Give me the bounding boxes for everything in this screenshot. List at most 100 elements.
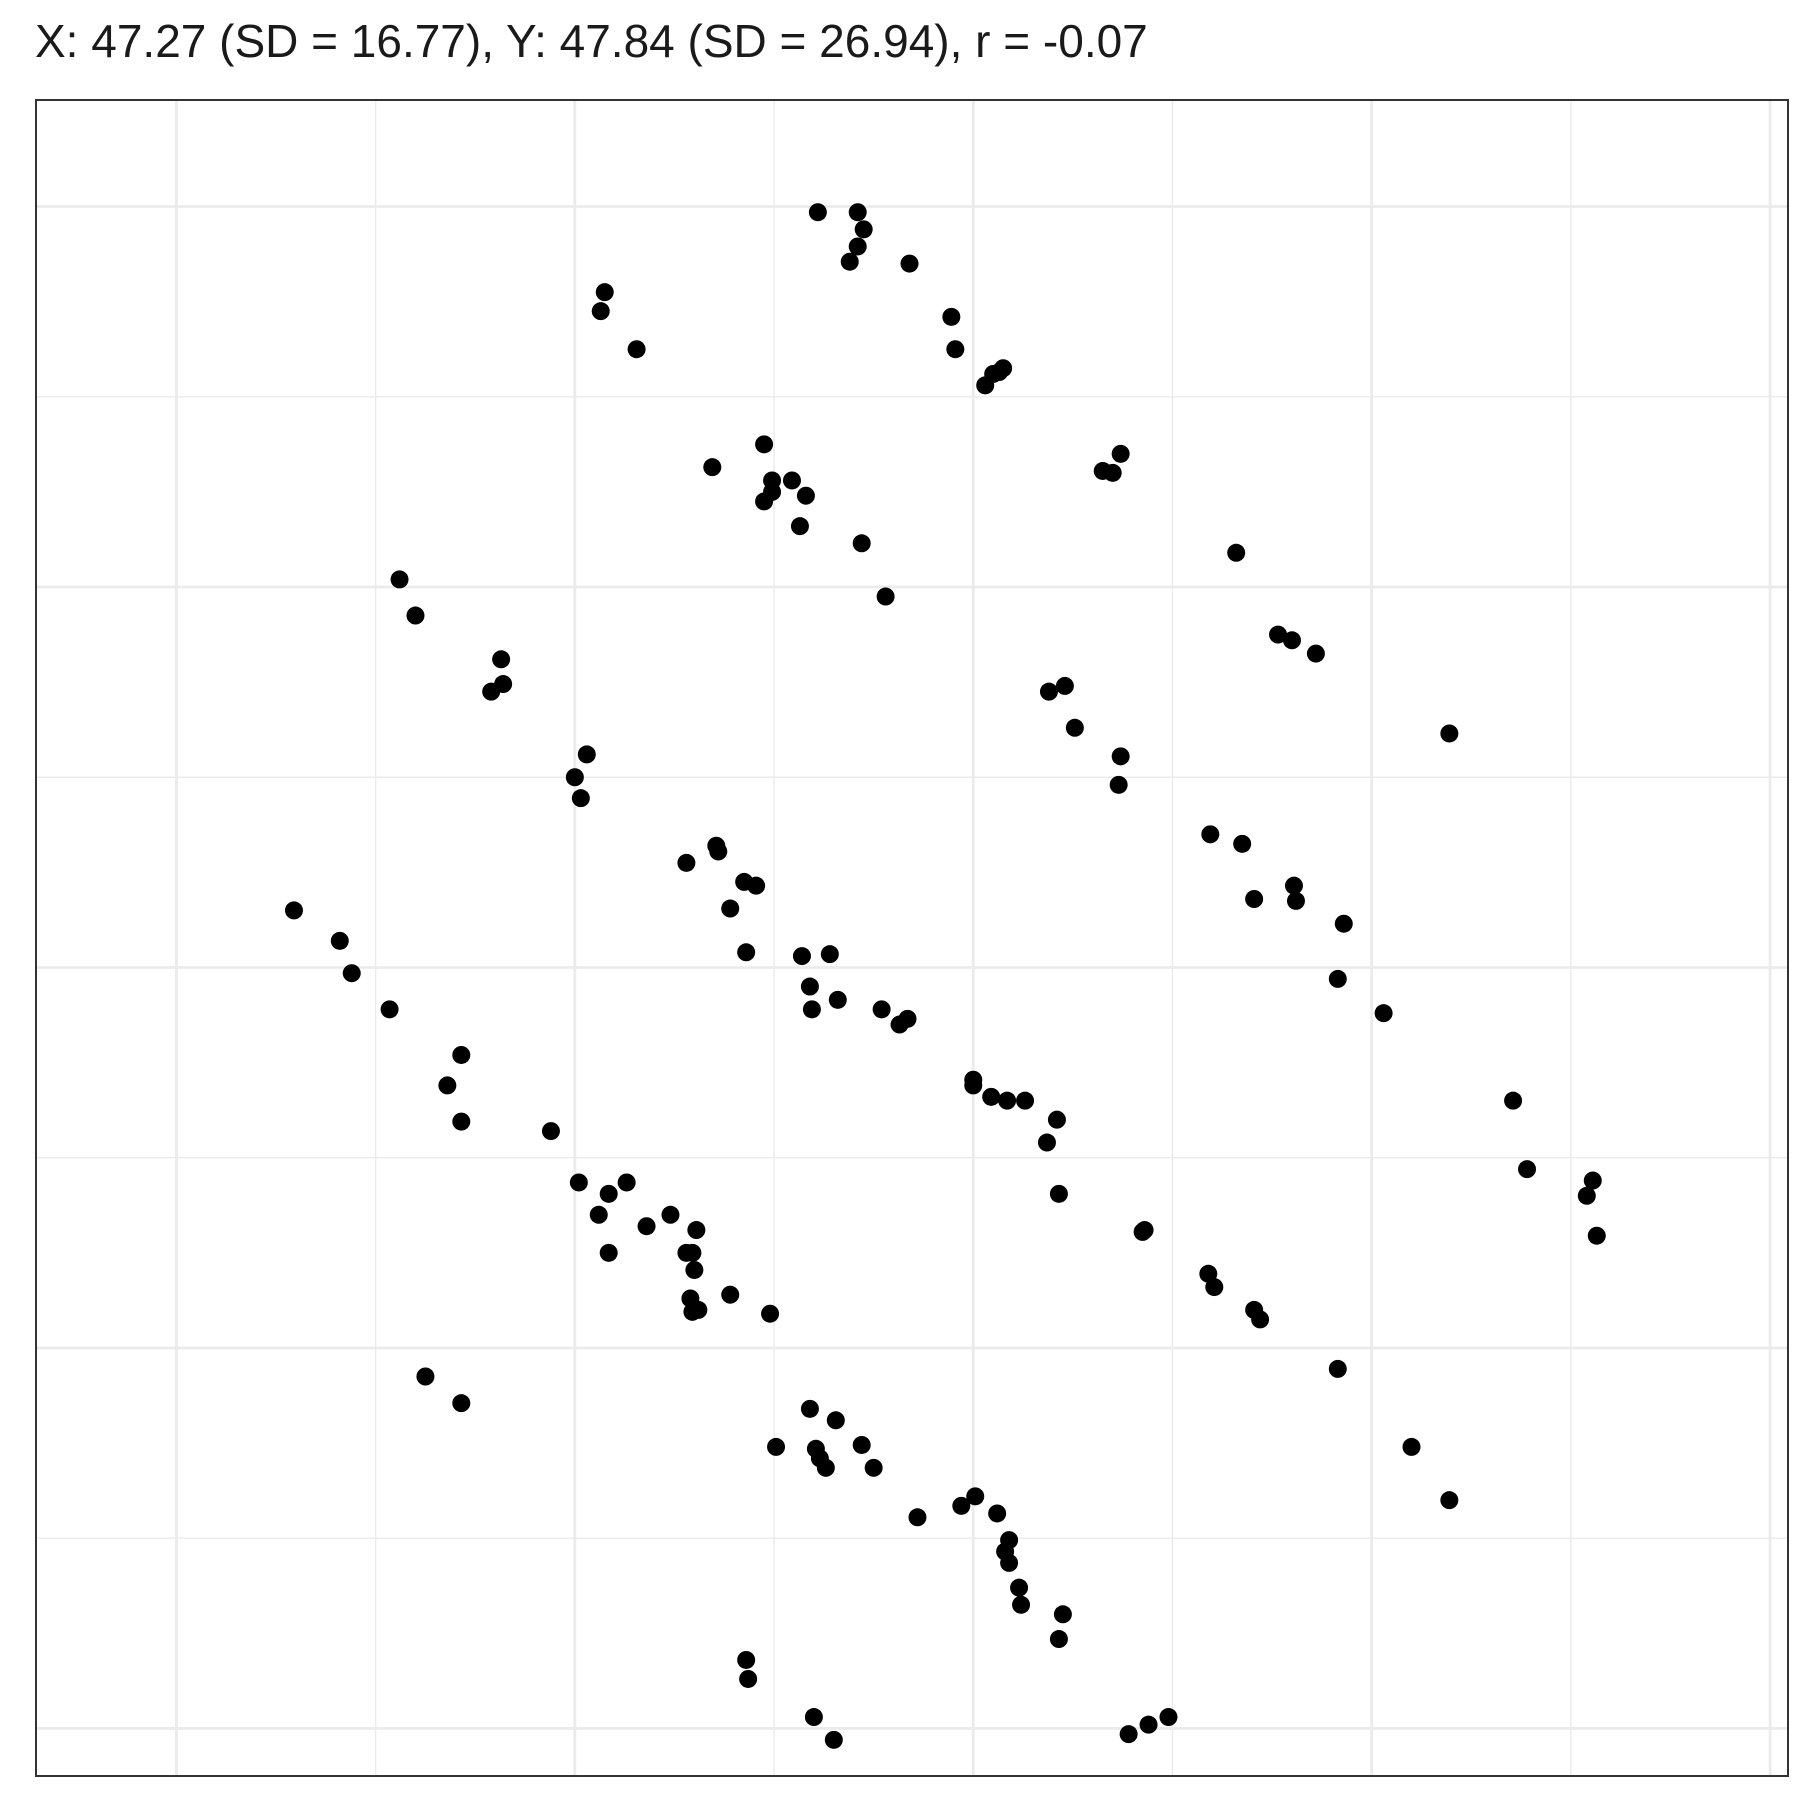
data-point (571, 789, 590, 808)
data-point (627, 340, 646, 359)
data-point (452, 1045, 471, 1064)
data-point (284, 901, 303, 920)
data-point (599, 1184, 618, 1203)
data-point (721, 1285, 740, 1304)
data-point (1111, 747, 1130, 766)
data-point (677, 853, 696, 872)
data-point (852, 1435, 871, 1454)
data-point (1139, 1715, 1158, 1734)
data-point (1016, 1091, 1035, 1110)
data-point (826, 1411, 845, 1430)
data-point (452, 1394, 471, 1413)
data-point (828, 990, 847, 1009)
data-point (1000, 1553, 1019, 1572)
data-point (952, 1496, 971, 1515)
chart-title: X: 47.27 (SD = 16.77), Y: 47.84 (SD = 26… (35, 15, 1148, 67)
data-point (591, 302, 610, 321)
data-point (1504, 1091, 1523, 1110)
data-point (966, 1487, 985, 1506)
data-point (1037, 1133, 1056, 1152)
data-point (1039, 682, 1058, 701)
data-point (964, 1076, 983, 1095)
data-point (852, 534, 871, 553)
data-point (1103, 463, 1122, 482)
data-point (1269, 625, 1288, 644)
data-point (589, 1205, 608, 1224)
data-point (683, 1302, 702, 1321)
data-point (824, 1730, 843, 1749)
data-point (1049, 1630, 1068, 1649)
data-point (1440, 1491, 1459, 1510)
data-point (1227, 543, 1246, 562)
data-point (482, 682, 501, 701)
plot-panel (36, 100, 1788, 1776)
data-point (1286, 891, 1305, 910)
data-point (661, 1205, 680, 1224)
data-point (1111, 444, 1130, 463)
data-point (599, 1243, 618, 1262)
data-point (438, 1076, 457, 1095)
data-point (876, 587, 895, 606)
data-point (541, 1122, 560, 1141)
data-point (755, 492, 774, 511)
data-point (416, 1367, 435, 1386)
data-point (864, 1458, 883, 1477)
data-point (804, 1708, 823, 1727)
data-point (1010, 1578, 1029, 1597)
data-point (1233, 834, 1252, 853)
data-point (747, 876, 766, 895)
data-point (685, 1260, 704, 1279)
data-point (872, 1000, 891, 1019)
data-point (1047, 1110, 1066, 1129)
data-point (1119, 1725, 1138, 1744)
data-point (739, 1669, 758, 1688)
data-point (998, 1091, 1017, 1110)
data-point (1205, 1278, 1224, 1297)
data-point (565, 768, 584, 787)
data-point (703, 458, 722, 477)
data-point (1334, 914, 1353, 933)
data-point (1049, 1184, 1068, 1203)
data-point (976, 376, 995, 395)
data-point (1012, 1595, 1031, 1614)
data-point (1440, 724, 1459, 743)
data-point (1245, 890, 1264, 909)
data-point (1306, 644, 1325, 663)
data-point (848, 237, 867, 256)
data-point (1159, 1708, 1178, 1727)
plot-border (35, 99, 1789, 1777)
data-point (800, 977, 819, 996)
data-point (808, 203, 827, 222)
data-point (1583, 1171, 1602, 1190)
data-point (709, 842, 728, 861)
data-point (761, 1304, 780, 1323)
data-point (390, 570, 409, 589)
data-point (816, 1458, 835, 1477)
data-point (1201, 825, 1220, 844)
data-point (900, 254, 919, 273)
data-point (840, 252, 859, 271)
data-point (721, 899, 740, 918)
data-point (982, 1087, 1001, 1106)
data-point (452, 1112, 471, 1131)
data-point (406, 606, 425, 625)
data-point (802, 1000, 821, 1019)
data-point (990, 363, 1009, 382)
data-point (1251, 1310, 1270, 1329)
data-point (1282, 631, 1301, 650)
data-point (737, 1650, 756, 1669)
data-point (1577, 1186, 1596, 1205)
data-point (1374, 1004, 1393, 1023)
data-point (1055, 676, 1074, 695)
data-point (988, 1504, 1007, 1523)
data-point (342, 964, 361, 983)
data-point (637, 1217, 656, 1236)
data-point (492, 650, 511, 669)
data-point (1109, 775, 1128, 794)
data-point (1402, 1437, 1421, 1456)
data-point (782, 471, 801, 490)
data-point (820, 945, 839, 964)
data-point (687, 1221, 706, 1240)
data-point (848, 203, 867, 222)
data-point (1284, 876, 1303, 895)
